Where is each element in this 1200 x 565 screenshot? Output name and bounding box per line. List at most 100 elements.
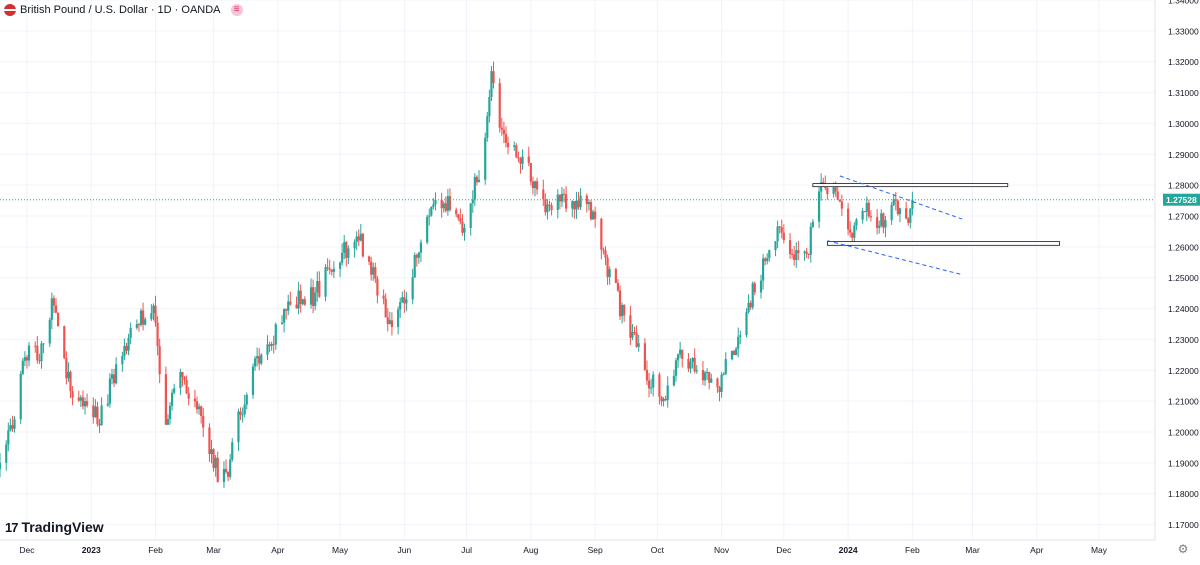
candle-body — [519, 158, 522, 164]
candle-body — [92, 405, 95, 418]
candle-body — [585, 195, 588, 205]
candle-body — [589, 202, 593, 220]
candle-body — [185, 379, 188, 394]
x-tick-label: May — [1091, 545, 1108, 555]
candle-body — [139, 310, 143, 325]
candle-body — [314, 292, 317, 306]
candle-body — [587, 202, 591, 205]
candle-body — [739, 335, 742, 337]
candle-body — [579, 195, 582, 208]
candle-body — [202, 415, 205, 428]
candle-body — [181, 372, 184, 377]
candle-body — [577, 200, 580, 208]
y-tick-label: 1.34000 — [1168, 0, 1199, 6]
candle-body — [5, 444, 8, 463]
x-tick-label: Sep — [588, 545, 603, 555]
candle-body — [521, 156, 524, 164]
candle-body — [426, 216, 429, 243]
candle-body — [156, 322, 159, 347]
candle-body — [774, 241, 777, 251]
tradingview-logo[interactable]: 17 TradingView — [5, 519, 104, 535]
candle-body — [826, 188, 829, 195]
candle-body — [676, 354, 680, 361]
y-tick-label: 1.28000 — [1168, 181, 1199, 191]
candle-body — [268, 344, 271, 346]
candle-body — [498, 83, 501, 128]
candle-body — [878, 225, 881, 228]
candle-body — [444, 203, 447, 211]
candle-body — [759, 280, 763, 293]
candle-body — [635, 332, 638, 347]
candle-body — [807, 253, 810, 255]
candle-body — [855, 219, 858, 226]
candle-body — [751, 283, 754, 308]
candle-body — [735, 348, 738, 355]
candle-body — [332, 268, 335, 272]
candle-body — [338, 262, 342, 269]
candle-body — [359, 233, 362, 241]
candle-body — [36, 345, 39, 361]
candle-body — [123, 345, 126, 357]
candle-body — [129, 327, 132, 338]
x-tick-label: Aug — [523, 545, 538, 555]
candle-body — [401, 297, 404, 303]
candle-body — [413, 255, 416, 278]
candle-body — [23, 357, 26, 361]
y-tick-label: 1.17000 — [1168, 520, 1199, 530]
candle-body — [604, 250, 607, 258]
gear-icon[interactable]: ⚙ — [1177, 542, 1189, 556]
x-tick-label: Mar — [965, 545, 980, 555]
candle-body — [490, 71, 493, 97]
candle-body — [197, 406, 201, 410]
candle-body — [716, 378, 719, 388]
candle-body — [397, 309, 400, 327]
candle-body — [732, 350, 736, 355]
symbol-title[interactable]: British Pound / U.S. Dollar · 1D · OANDA — [20, 4, 221, 16]
candle-body — [386, 317, 389, 324]
x-tick-label: Feb — [148, 545, 163, 555]
candle-body — [21, 360, 24, 374]
candle-body — [7, 430, 10, 445]
x-tick-label: May — [332, 545, 349, 555]
candle-body — [718, 387, 721, 392]
candle-body — [266, 344, 269, 355]
candle-body — [905, 208, 908, 219]
candle-body — [115, 364, 118, 384]
candle-body — [909, 208, 912, 223]
candle-body — [853, 225, 856, 238]
candle-body — [768, 250, 771, 259]
candle-body — [27, 345, 31, 361]
candle-body — [666, 385, 669, 401]
candle-body — [430, 206, 433, 216]
candle-body — [851, 232, 854, 238]
last-price-label: 1.27528 — [1166, 195, 1197, 205]
x-tick-label: Feb — [905, 545, 920, 555]
candle-body — [34, 345, 37, 347]
candle-body — [776, 226, 779, 242]
candle-body — [282, 309, 286, 323]
candle-body — [125, 345, 128, 351]
candle-body — [795, 250, 798, 261]
candle-body — [274, 324, 277, 345]
candle-body — [81, 397, 85, 407]
upper-trendline — [839, 175, 963, 220]
candle-body — [861, 211, 864, 220]
candle-body — [150, 313, 153, 320]
y-tick-label: 1.20000 — [1168, 428, 1199, 438]
candle-body — [780, 227, 783, 233]
candle-body — [708, 371, 711, 383]
y-tick-label: 1.23000 — [1168, 335, 1199, 345]
candle-body — [83, 401, 87, 407]
candle-body — [85, 401, 89, 406]
last-price-badge — [1163, 193, 1200, 206]
candle-body — [256, 356, 259, 359]
menu-badge-icon[interactable]: ≡ — [230, 4, 243, 16]
candle-body — [689, 361, 692, 369]
candle-body — [529, 162, 532, 182]
candle-body — [361, 233, 364, 257]
y-tick-label: 1.33000 — [1168, 26, 1199, 36]
candle-body — [882, 213, 885, 228]
candle-body — [372, 267, 375, 275]
